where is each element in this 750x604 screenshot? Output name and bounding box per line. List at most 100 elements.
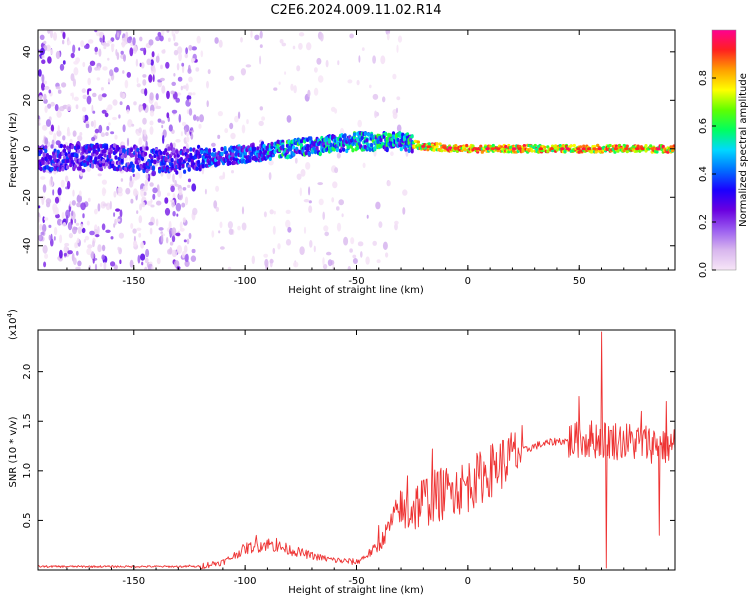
- spectral-mark: [338, 137, 343, 142]
- noise-speckle: [133, 240, 138, 247]
- noise-speckle: [287, 226, 292, 233]
- noise-speckle: [90, 120, 94, 127]
- spectral-mark: [343, 133, 347, 138]
- spectral-mark: [655, 150, 659, 154]
- spectrogram-ylabel: Frequency (Hz): [8, 112, 19, 188]
- spectral-mark: [198, 153, 202, 159]
- noise-speckle: [171, 227, 177, 237]
- spectral-mark: [346, 144, 350, 150]
- noise-speckle: [139, 203, 143, 211]
- noise-speckle: [172, 173, 175, 183]
- noise-speckle: [135, 58, 139, 67]
- noise-speckle: [285, 209, 291, 214]
- noise-speckle: [211, 142, 216, 147]
- noise-speckle: [132, 173, 135, 177]
- noise-speckle: [101, 223, 106, 231]
- noise-speckle: [175, 232, 181, 237]
- spectral-mark: [388, 133, 392, 138]
- spectral-mark: [530, 149, 534, 153]
- spectral-mark: [94, 156, 98, 161]
- noise-speckle: [133, 188, 138, 197]
- noise-speckle: [192, 58, 196, 62]
- noise-speckle: [200, 50, 204, 58]
- noise-speckle: [48, 130, 54, 135]
- noise-speckle: [361, 47, 365, 51]
- spectral-peak: [512, 147, 517, 151]
- noise-speckle: [89, 60, 96, 66]
- noise-speckle: [54, 104, 59, 112]
- noise-speckle: [53, 32, 57, 41]
- noise-speckle: [181, 62, 185, 67]
- noise-speckle: [100, 87, 104, 91]
- noise-speckle: [86, 220, 90, 226]
- spectral-mark: [649, 144, 653, 148]
- snr-axes: -150 -100 -50 0 50 0.5 1.0 1.5 2.0: [22, 330, 675, 587]
- spectral-mark: [70, 144, 74, 150]
- noise-speckle: [168, 220, 172, 230]
- noise-speckle: [140, 253, 146, 261]
- spectral-mark: [164, 148, 168, 153]
- noise-speckle: [268, 172, 272, 181]
- noise-speckle: [306, 42, 312, 51]
- spectral-mark: [385, 146, 389, 151]
- noise-speckle: [119, 209, 123, 218]
- x-tick-label: 50: [573, 276, 586, 287]
- noise-speckle: [185, 83, 189, 92]
- spectral-peak: [549, 147, 554, 151]
- noise-speckle: [166, 192, 171, 197]
- noise-speckle: [229, 75, 235, 81]
- noise-speckle: [143, 105, 146, 111]
- noise-speckle: [219, 221, 223, 229]
- noise-speckle: [126, 137, 130, 147]
- noise-speckle: [318, 198, 324, 206]
- noise-speckle: [303, 226, 307, 234]
- noise-speckle: [177, 46, 183, 55]
- noise-speckle: [188, 76, 193, 83]
- noise-speckle: [155, 105, 162, 110]
- spectral-mark: [384, 131, 388, 137]
- noise-speckle: [272, 247, 276, 255]
- spectral-mark: [359, 144, 363, 149]
- spectral-mark: [366, 132, 371, 137]
- noise-speckle: [62, 135, 66, 141]
- noise-speckle: [77, 226, 82, 234]
- spectral-mark: [103, 153, 107, 158]
- noise-speckle: [334, 167, 339, 174]
- spectral-mark: [416, 140, 420, 144]
- noise-speckle: [206, 100, 209, 108]
- noise-speckle: [365, 256, 370, 265]
- noise-speckle: [98, 124, 103, 134]
- noise-speckle: [180, 85, 183, 91]
- noise-speckle: [285, 219, 291, 228]
- spectral-mark: [232, 160, 236, 165]
- noise-speckle: [107, 40, 113, 44]
- noise-speckle: [254, 34, 260, 41]
- noise-speckle: [82, 115, 85, 122]
- noise-speckle: [86, 248, 92, 255]
- noise-speckle: [44, 253, 49, 259]
- spectral-mark: [44, 148, 48, 154]
- noise-speckle: [402, 207, 406, 215]
- noise-speckle: [48, 224, 52, 228]
- spectral-mark: [59, 143, 64, 149]
- noise-speckle: [62, 60, 66, 65]
- spectral-mark: [644, 144, 648, 148]
- noise-speckle: [186, 238, 190, 245]
- noise-speckle: [281, 42, 287, 47]
- noise-speckle: [143, 191, 147, 196]
- noise-speckle: [217, 134, 221, 139]
- noise-speckle: [237, 225, 241, 231]
- noise-speckle: [72, 189, 75, 197]
- noise-speckle: [90, 251, 95, 260]
- noise-speckle: [42, 224, 47, 233]
- noise-speckle: [341, 213, 344, 218]
- noise-speckle: [112, 47, 115, 52]
- spectral-mark: [73, 164, 77, 169]
- noise-speckle: [174, 260, 180, 268]
- noise-speckle: [94, 263, 98, 270]
- noise-speckle: [42, 184, 47, 193]
- noise-speckle: [112, 116, 117, 121]
- noise-speckle: [126, 71, 131, 78]
- noise-speckle: [187, 68, 192, 74]
- noise-speckle: [41, 82, 45, 91]
